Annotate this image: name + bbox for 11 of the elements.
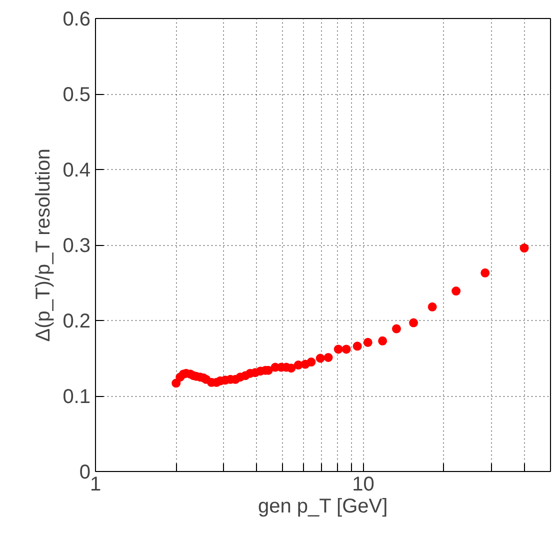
y-tick-label: 0.4 <box>62 160 91 182</box>
y-tick-label: 0.6 <box>62 8 91 30</box>
x-tick-label: 10 <box>352 474 374 496</box>
y-axis-title: Δ(p_T)/p_T resolution <box>32 148 55 342</box>
y-tick-label: 0.2 <box>62 310 91 332</box>
x-tick-label: 1 <box>90 474 102 496</box>
y-tick-label: 0.3 <box>62 235 91 257</box>
x-axis-title: gen p_T [GeV] <box>258 496 388 518</box>
y-tick-label: 0.5 <box>62 84 91 106</box>
y-tick-label: 0.1 <box>62 386 91 408</box>
y-tick-label: 0 <box>79 462 90 484</box>
